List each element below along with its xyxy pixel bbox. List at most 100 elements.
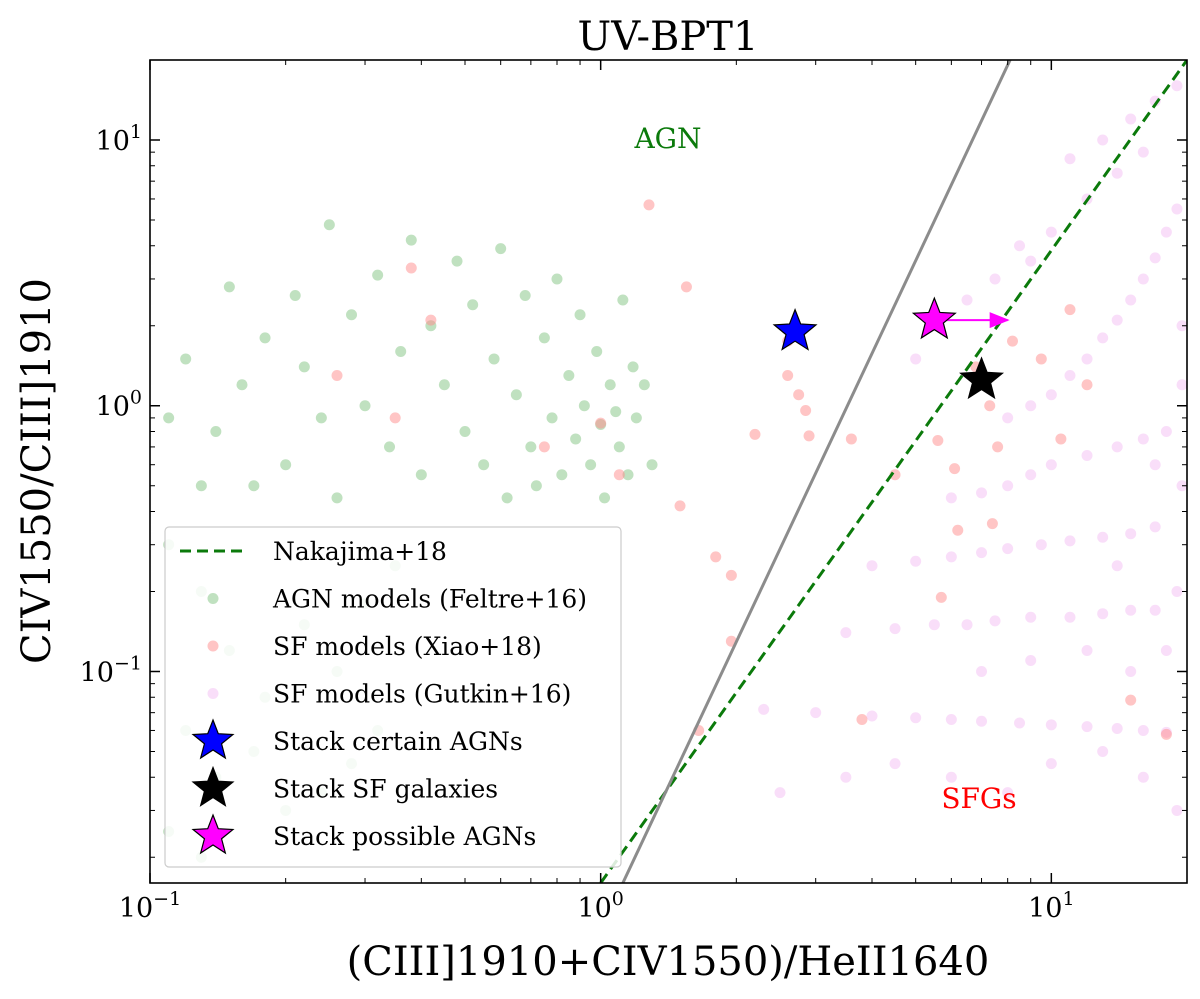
agn-model-point [630, 412, 642, 424]
sf-gutkin-point [1081, 353, 1093, 365]
sf-xiao-point [992, 441, 1004, 453]
sf-xiao-point [331, 369, 343, 381]
sf-gutkin-point [1014, 717, 1026, 729]
sfgs-region-label: SFGs [941, 782, 1016, 815]
x-tick-label: 100 [577, 888, 623, 924]
sf-gutkin-point [910, 712, 922, 724]
agn-model-point [459, 426, 471, 438]
legend-label: Stack certain AGNs [273, 727, 523, 756]
sf-xiao-point [986, 518, 998, 530]
sf-gutkin-point [910, 353, 922, 365]
sf-gutkin-point [976, 487, 988, 499]
sf-xiao-point [405, 262, 417, 274]
sf-xiao-point [782, 369, 794, 381]
legend-entry: Stack certain AGNs [191, 718, 523, 760]
sf-gutkin-point [1111, 167, 1123, 179]
sf-gutkin-point [1171, 804, 1183, 816]
agn-model-point [646, 459, 658, 471]
sf-xiao-point [845, 433, 857, 445]
sf-gutkin-point [1125, 294, 1137, 306]
sf-gutkin-point [1137, 273, 1149, 285]
legend-entry: Nakajima+18 [180, 537, 447, 566]
y-axis-label: CIV1550/CIII]1910 [14, 278, 60, 664]
y-tick-exponent: 0 [130, 387, 142, 409]
sf-xiao-point [710, 551, 722, 563]
sf-gutkin-point [1125, 113, 1137, 125]
sf-gutkin-point [1025, 469, 1037, 481]
sf-gutkin-point [866, 560, 878, 572]
sf-xiao-point [1064, 304, 1076, 316]
y-tick-label: 10−1 [80, 652, 142, 688]
agn-model-point [438, 379, 450, 391]
agn-model-point [613, 441, 625, 453]
legend-entry: Stack possible AGNs [191, 813, 536, 855]
sf-gutkin-point [889, 623, 901, 635]
sf-gutkin-point [1045, 719, 1057, 731]
sf-xiao-point [803, 430, 815, 442]
sf-gutkin-point [910, 555, 922, 567]
agn-model-point [331, 492, 343, 504]
sf-xiao-point [725, 569, 737, 581]
sf-gutkin-point [1025, 654, 1037, 666]
sf-gutkin-point [1160, 226, 1172, 238]
sf-xiao-point [800, 404, 812, 416]
legend-label: SF models (Gutkin+16) [273, 680, 571, 709]
sf-xiao-point [595, 417, 607, 429]
sf-xiao-point [1055, 433, 1067, 445]
sf-gutkin-point [1081, 449, 1093, 461]
sf-gutkin-point [1171, 585, 1183, 597]
sf-gutkin-point [1064, 535, 1076, 547]
agn-model-point [599, 492, 611, 504]
agn-model-point [280, 459, 292, 471]
agn-model-point [622, 469, 634, 481]
legend-entry: Stack SF galaxies [191, 765, 498, 807]
agn-model-point [563, 369, 575, 381]
agn-model-point [180, 353, 192, 365]
sf-xiao-point [680, 281, 692, 293]
legend-entry: SF models (Xiao+18) [207, 632, 542, 661]
sf-xiao-point [984, 400, 996, 412]
sf-xiao-point [1125, 694, 1137, 706]
agn-model-point [570, 433, 582, 445]
sf-gutkin-point [1025, 255, 1037, 267]
legend-label: Stack possible AGNs [273, 822, 536, 851]
agn-model-point [538, 332, 550, 344]
agn-model-point [530, 480, 542, 492]
agn-model-point [163, 412, 175, 424]
agn-model-point [478, 459, 490, 471]
sf-gutkin-point [1081, 644, 1093, 656]
legend-star-handle [191, 718, 235, 760]
agn-model-point [259, 332, 271, 344]
sf-xiao-point [793, 389, 805, 401]
x-tick-exponent: −1 [153, 888, 181, 910]
agn-model-point [415, 469, 427, 481]
agn-model-point [223, 281, 235, 293]
sf-gutkin-point [989, 615, 1001, 627]
legend-label: SF models (Xiao+18) [273, 632, 542, 661]
agn-model-point [585, 459, 597, 471]
agn-model-point [627, 361, 639, 373]
sf-gutkin-point [1149, 459, 1161, 471]
agn-model-point [195, 480, 207, 492]
sf-gutkin-point [1097, 134, 1109, 146]
sf-xiao-point [749, 428, 761, 440]
sf-xiao-point [952, 524, 964, 536]
sf-gutkin-point [1125, 665, 1137, 677]
sf-gutkin-point [758, 703, 770, 715]
sf-gutkin-point [1097, 608, 1109, 620]
sf-gutkin-point [1160, 426, 1172, 438]
sf-gutkin-point [840, 771, 852, 783]
sf-xiao-series [331, 199, 1172, 740]
sf-gutkin-point [1111, 441, 1123, 453]
sf-gutkin-point [1045, 459, 1057, 471]
agn-model-point [395, 346, 407, 358]
sf-gutkin-point [1014, 240, 1026, 252]
chart-title: UV-BPT1 [578, 14, 759, 60]
legend-label: AGN models (Feltre+16) [272, 585, 587, 614]
sf-gutkin-point [1002, 543, 1014, 555]
sf-gutkin-point [1176, 480, 1187, 492]
legend-entry: SF models (Gutkin+16) [207, 680, 571, 709]
sf-gutkin-point [1137, 433, 1149, 445]
